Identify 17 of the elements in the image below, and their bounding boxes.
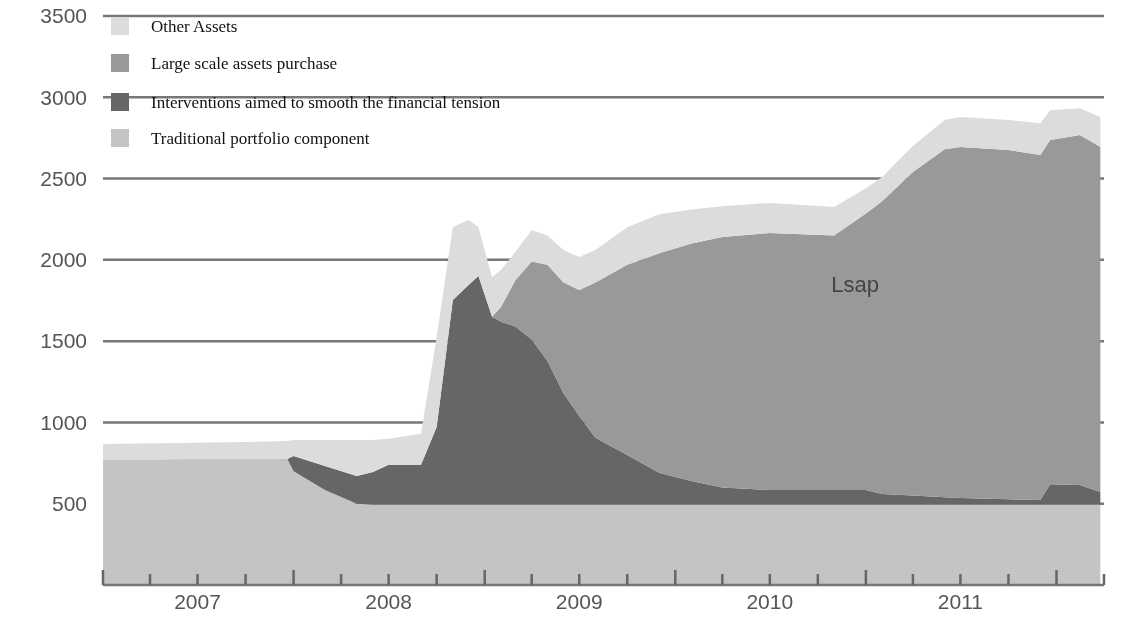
x-tick-label: 2010: [746, 590, 794, 613]
x-tick-label: 2007: [174, 590, 221, 613]
y-tick-label: 1500: [40, 329, 87, 353]
y-tick-label: 500: [51, 492, 87, 516]
legend-label: Other Assets: [151, 16, 238, 36]
y-tick-label: 2500: [40, 166, 87, 190]
legend-label: Interventions aimed to smooth the financial tension: [151, 92, 501, 112]
y-tick-label: 2000: [40, 248, 87, 272]
y-tick-label: 3000: [40, 85, 87, 109]
legend-label: Large scale assets purchase: [151, 53, 338, 73]
y-tick-label: 3500: [40, 4, 87, 28]
x-tick-label: 2009: [555, 590, 603, 613]
legend-label: Traditional portfolio component: [151, 128, 370, 148]
y-tick-label: 1000: [40, 410, 87, 434]
x-tick-label: 2011: [937, 590, 983, 613]
annotation: Lsap: [831, 271, 879, 297]
x-tick-label: 2008: [365, 590, 412, 613]
